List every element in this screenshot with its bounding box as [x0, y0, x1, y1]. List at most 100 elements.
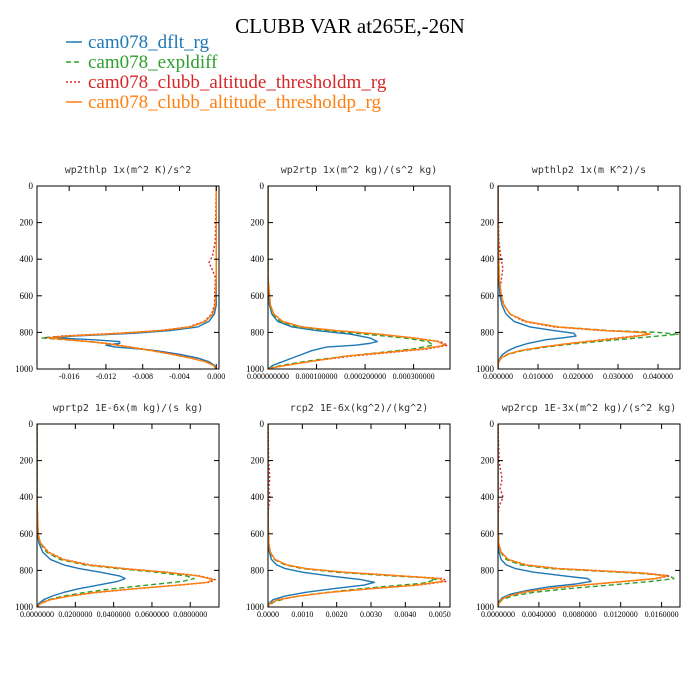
- panel-title: wp2rtp 1x(m^2 kg)/(s^2 kg): [281, 165, 438, 176]
- y-tick-label: 800: [20, 327, 34, 337]
- y-tick-label: 400: [20, 492, 34, 502]
- y-tick-label: 1000: [15, 364, 34, 374]
- series-line-3: [268, 186, 449, 369]
- series-line-4: [48, 186, 217, 369]
- y-tick-label: 800: [251, 565, 265, 575]
- y-tick-label: 1000: [476, 602, 495, 612]
- legend-label: cam078_dflt_rg: [88, 32, 210, 53]
- y-tick-label: 600: [20, 529, 34, 539]
- x-tick-label: 0.010000: [523, 372, 553, 381]
- x-tick-label: 0.040000: [643, 372, 673, 381]
- series-line-4: [37, 424, 214, 607]
- x-tick-label: 0.020000: [563, 372, 593, 381]
- x-tick-label: 0.0400000: [97, 610, 131, 619]
- series-line-4: [498, 186, 651, 369]
- x-tick-label: 0.0000000: [20, 610, 54, 619]
- series-line-2: [40, 186, 217, 369]
- y-tick-label: 1000: [15, 602, 34, 612]
- y-tick-label: 0: [490, 419, 495, 429]
- series-line-1: [54, 186, 217, 369]
- y-tick-label: 400: [251, 492, 265, 502]
- y-tick-label: 600: [481, 291, 495, 301]
- x-tick-label: 0.000200000: [344, 372, 386, 381]
- y-tick-label: 800: [481, 565, 495, 575]
- series-line-1: [268, 186, 378, 369]
- y-tick-label: 600: [251, 291, 265, 301]
- series-line-1: [498, 424, 592, 607]
- y-tick-label: 600: [20, 291, 34, 301]
- x-tick-label: 0.0200000: [58, 610, 92, 619]
- panels: wp2thlp 1x(m^2 K)/s^2 0 200 400 600 800 1000 -0…: [15, 165, 681, 619]
- series-line-2: [268, 424, 437, 607]
- series-line-1: [37, 424, 126, 607]
- series-line-2: [37, 424, 195, 607]
- legend-label: cam078_clubb_altitude_thresholdm_rg: [88, 72, 387, 93]
- y-tick-label: 200: [251, 218, 265, 228]
- y-tick-label: 1000: [246, 602, 265, 612]
- x-tick-label: 0.0000: [257, 610, 279, 619]
- figure-title: CLUBB VAR at265E,-26N: [235, 14, 465, 38]
- x-tick-label: 0.0010: [291, 610, 313, 619]
- x-tick-label: 0.0120000: [604, 610, 638, 619]
- panel-title: rcp2 1E-6x(kg^2)/(kg^2): [290, 403, 428, 414]
- panel-title: wprtp2 1E-6x(m kg)/(s kg): [53, 403, 204, 414]
- plot-frame: [267, 185, 451, 370]
- y-tick-label: 1000: [246, 364, 265, 374]
- y-tick-label: 800: [251, 327, 265, 337]
- x-tick-label: 0.0030: [360, 610, 382, 619]
- y-tick-label: 0: [260, 419, 265, 429]
- panel-title: wp2thlp 1x(m^2 K)/s^2: [65, 165, 191, 176]
- x-tick-label: 0.000100000: [296, 372, 338, 381]
- series-line-4: [268, 424, 444, 607]
- x-tick-label: 0.000: [207, 372, 225, 381]
- plot-frame: [36, 185, 220, 370]
- series-line-3: [37, 424, 216, 607]
- x-tick-label: 0.0000000: [481, 610, 515, 619]
- y-tick-label: 0: [260, 181, 265, 191]
- x-tick-label: 0.0040: [394, 610, 416, 619]
- y-tick-label: 600: [251, 529, 265, 539]
- y-tick-label: 400: [20, 254, 34, 264]
- y-tick-label: 200: [20, 456, 34, 466]
- x-tick-label: 0.0600000: [135, 610, 169, 619]
- series-line-4: [268, 186, 446, 369]
- plot-frame: [497, 185, 681, 370]
- plot-frame: [36, 423, 220, 608]
- y-tick-label: 400: [251, 254, 265, 264]
- legend-label: cam078_expldiff: [88, 52, 218, 73]
- series-line-3: [45, 186, 217, 369]
- y-tick-label: 0: [29, 181, 34, 191]
- chart-panel: wp2rtp 1x(m^2 kg)/(s^2 kg) 0 200 400 600 800 1…: [246, 165, 451, 381]
- x-tick-label: 0.0080000: [563, 610, 597, 619]
- x-tick-label: 0.0050: [429, 610, 451, 619]
- series-line-3: [498, 186, 651, 369]
- plot-frame: [267, 423, 451, 608]
- x-tick-label: 0.000300000: [393, 372, 435, 381]
- x-tick-label: 0.0160000: [645, 610, 679, 619]
- y-tick-label: 600: [481, 529, 495, 539]
- plot-frame: [497, 423, 681, 608]
- x-tick-label: -0.004: [169, 372, 190, 381]
- x-tick-label: 0.000000: [483, 372, 513, 381]
- series-line-4: [498, 424, 668, 607]
- y-tick-label: 400: [481, 254, 495, 264]
- x-tick-label: 0.0040000: [522, 610, 556, 619]
- x-tick-label: -0.008: [132, 372, 153, 381]
- panel-title: wp2rcp 1E-3x(m^2 kg)/(s^2 kg): [502, 403, 677, 414]
- y-tick-label: 400: [481, 492, 495, 502]
- panel-title: wpthlp2 1x(m K^2)/s: [532, 165, 646, 176]
- x-tick-label: -0.016: [59, 372, 80, 381]
- y-tick-label: 1000: [476, 364, 495, 374]
- y-tick-label: 800: [20, 565, 34, 575]
- y-tick-label: 0: [29, 419, 34, 429]
- series-line-2: [268, 186, 434, 369]
- chart-panel: wprtp2 1E-6x(m kg)/(s kg) 0 200 400 600 800 10…: [15, 403, 220, 619]
- y-tick-label: 200: [251, 456, 265, 466]
- chart-panel: wp2thlp 1x(m^2 K)/s^2 0 200 400 600 800 1000 -0…: [15, 165, 225, 381]
- legend: cam078_dflt_rgcam078_expldiffcam078_club…: [66, 32, 387, 113]
- chart-panel: wp2rcp 1E-3x(m^2 kg)/(s^2 kg) 0 200 400 600 8…: [476, 403, 681, 619]
- x-tick-label: 0.0020: [326, 610, 348, 619]
- y-tick-label: 800: [481, 327, 495, 337]
- series-line-1: [268, 424, 376, 607]
